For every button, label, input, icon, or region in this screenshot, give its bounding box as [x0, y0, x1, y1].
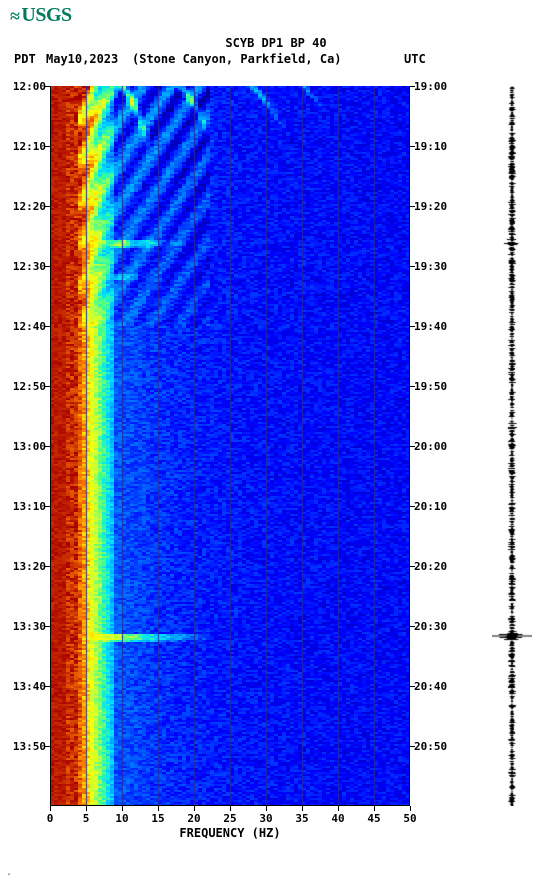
xtick-mark	[266, 806, 267, 811]
xtick: 0	[47, 812, 54, 825]
ytick-mark	[45, 626, 50, 627]
ytick-mark	[45, 446, 50, 447]
ytick-mark	[410, 626, 415, 627]
tz-right-label: UTC	[404, 52, 426, 66]
ytick-mark	[45, 86, 50, 87]
xtick-mark	[302, 806, 303, 811]
ytick-mark	[410, 326, 415, 327]
xtick: 15	[151, 812, 164, 825]
date-label: May10,2023	[46, 52, 118, 66]
xtick: 45	[367, 812, 380, 825]
ytick-left: 12:10	[10, 140, 46, 153]
xtick-mark	[374, 806, 375, 811]
ytick-mark	[410, 386, 415, 387]
ytick-mark	[45, 266, 50, 267]
xtick-mark	[230, 806, 231, 811]
ytick-mark	[410, 266, 415, 267]
logo-wave-icon: ≈	[10, 6, 19, 27]
ytick-right: 19:40	[414, 320, 447, 333]
xtick: 40	[331, 812, 344, 825]
xtick-mark	[338, 806, 339, 811]
grid-overlay	[50, 86, 410, 806]
ytick-mark	[410, 86, 415, 87]
ytick-mark	[45, 146, 50, 147]
ytick-mark	[45, 386, 50, 387]
seismogram-trace	[492, 86, 532, 806]
spectrogram-plot	[50, 86, 410, 806]
xtick-mark	[158, 806, 159, 811]
ytick-mark	[410, 566, 415, 567]
page: ≈USGS SCYB DP1 BP 40 PDT May10,2023 (Sto…	[0, 0, 552, 893]
ytick-left: 12:50	[10, 380, 46, 393]
tz-left-label: PDT	[14, 52, 36, 66]
xtick-mark	[86, 806, 87, 811]
ytick-left: 13:50	[10, 740, 46, 753]
xtick: 5	[83, 812, 90, 825]
ytick-right: 19:50	[414, 380, 447, 393]
xtick-mark	[410, 806, 411, 811]
footer-mark: ·	[6, 870, 12, 881]
xtick: 30	[259, 812, 272, 825]
ytick-mark	[45, 686, 50, 687]
ytick-mark	[410, 206, 415, 207]
ytick-right: 20:40	[414, 680, 447, 693]
xtick: 10	[115, 812, 128, 825]
ytick-left: 13:10	[10, 500, 46, 513]
ytick-mark	[410, 506, 415, 507]
ytick-mark	[45, 746, 50, 747]
chart-title: SCYB DP1 BP 40	[0, 36, 552, 50]
ytick-left: 12:20	[10, 200, 46, 213]
ytick-mark	[410, 686, 415, 687]
logo-text: USGS	[21, 4, 71, 26]
ytick-right: 19:00	[414, 80, 447, 93]
ytick-mark	[410, 746, 415, 747]
ytick-right: 19:10	[414, 140, 447, 153]
ytick-left: 12:00	[10, 80, 46, 93]
xtick: 25	[223, 812, 236, 825]
ytick-left: 13:00	[10, 440, 46, 453]
ytick-mark	[45, 206, 50, 207]
ytick-left: 13:30	[10, 620, 46, 633]
xtick-mark	[122, 806, 123, 811]
ytick-mark	[45, 326, 50, 327]
xtick-mark	[194, 806, 195, 811]
xtick: 50	[403, 812, 416, 825]
ytick-mark	[45, 506, 50, 507]
ytick-right: 20:30	[414, 620, 447, 633]
ytick-right: 19:30	[414, 260, 447, 273]
ytick-mark	[410, 446, 415, 447]
usgs-logo: ≈USGS	[10, 4, 72, 27]
ytick-mark	[45, 566, 50, 567]
ytick-left: 12:40	[10, 320, 46, 333]
xtick: 20	[187, 812, 200, 825]
ytick-right: 19:20	[414, 200, 447, 213]
xtick: 35	[295, 812, 308, 825]
ytick-left: 12:30	[10, 260, 46, 273]
ytick-left: 13:40	[10, 680, 46, 693]
ytick-right: 20:10	[414, 500, 447, 513]
ytick-right: 20:00	[414, 440, 447, 453]
ytick-mark	[410, 146, 415, 147]
x-axis-label: FREQUENCY (HZ)	[0, 826, 460, 840]
ytick-right: 20:20	[414, 560, 447, 573]
ytick-left: 13:20	[10, 560, 46, 573]
ytick-right: 20:50	[414, 740, 447, 753]
location-label: (Stone Canyon, Parkfield, Ca)	[132, 52, 342, 66]
xtick-mark	[50, 806, 51, 811]
